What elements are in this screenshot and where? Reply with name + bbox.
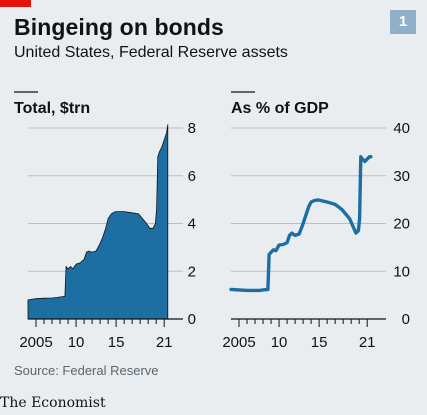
- x-tick-label: 2005: [19, 334, 52, 351]
- panel-title: As % of GDP: [231, 100, 329, 117]
- y-tick-label: 40: [393, 120, 410, 137]
- panel-title: Total, $trn: [14, 100, 90, 117]
- chart-subtitle: United States, Federal Reserve assets: [14, 44, 288, 61]
- y-tick-label: 0: [188, 311, 196, 328]
- x-tick-label: 21: [359, 334, 376, 351]
- y-tick-label: 0: [402, 311, 410, 328]
- series-line: [229, 155, 373, 293]
- red-corner-tag: [0, 0, 31, 7]
- x-tick-label: 15: [108, 334, 125, 351]
- panel-gdp-share: As % of GDP 0 10 20 30 40 2005 10 15 21: [222, 91, 410, 351]
- chart-number-badge: 1: [390, 10, 416, 34]
- y-tick-label: 30: [393, 168, 410, 185]
- series-area: [27, 124, 169, 320]
- x-tick-label: 10: [68, 334, 85, 351]
- source-note: Source: Federal Reserve: [14, 363, 159, 378]
- x-tick-label: 21: [156, 334, 173, 351]
- x-tick-label: 15: [311, 334, 328, 351]
- chart-title: Bingeing on bonds: [14, 14, 224, 40]
- y-tick-label: 10: [393, 263, 410, 280]
- y-tick-label: 4: [188, 216, 196, 233]
- y-tick-label: 2: [188, 263, 196, 280]
- panel-total: Total, $trn 0 2 4 6 8 2005 10 15 21: [14, 91, 196, 351]
- y-tick-label: 20: [393, 216, 410, 233]
- publisher-logo: The Economist: [0, 395, 106, 411]
- y-tick-label: 6: [188, 168, 196, 185]
- x-tick-label: 2005: [222, 334, 255, 351]
- x-tick-label: 10: [271, 334, 288, 351]
- y-tick-label: 8: [188, 120, 196, 137]
